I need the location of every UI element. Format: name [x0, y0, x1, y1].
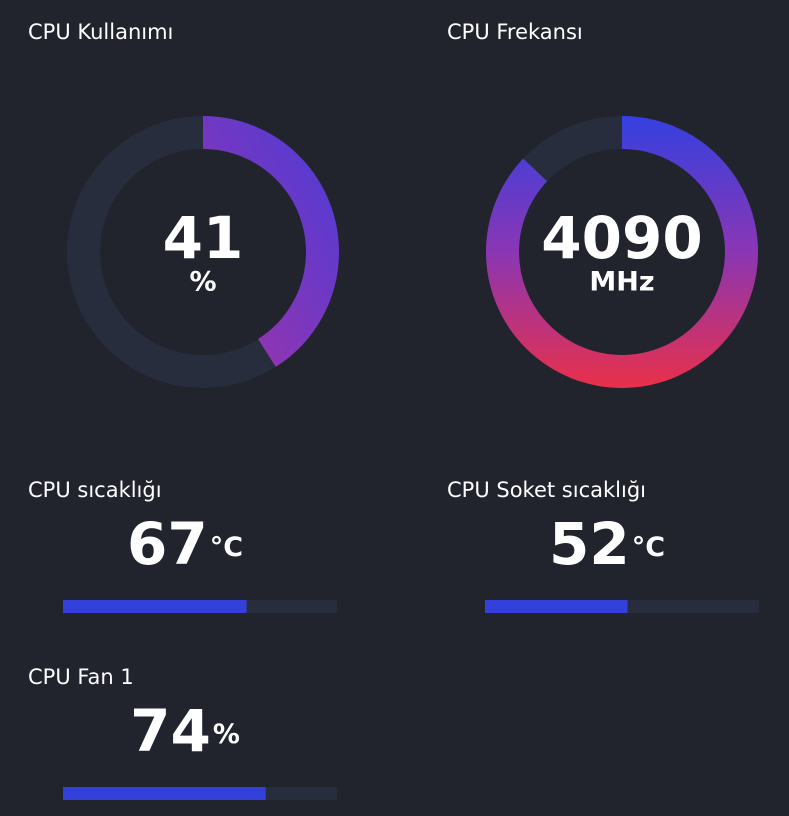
bar-unit: % — [213, 719, 240, 750]
gauge-title: CPU Kullanımı — [28, 20, 173, 44]
gauge-arc — [486, 116, 758, 388]
gauge-title: CPU Frekansı — [447, 20, 583, 44]
gauge-value: 41 — [163, 204, 244, 272]
gauge-arc — [67, 116, 339, 388]
bar-fill — [63, 787, 266, 800]
bar-fill — [63, 600, 247, 613]
gauge-value: 4090 — [541, 204, 702, 272]
bar-reading: 74% — [130, 697, 240, 765]
bar-reading: 52°C — [549, 510, 665, 578]
bar-value: 74 — [130, 697, 211, 765]
bar-value: 52 — [549, 510, 630, 578]
bar-title: CPU sıcaklığı — [28, 478, 162, 502]
bar-title: CPU Fan 1 — [28, 665, 134, 689]
bar-value: 67 — [127, 510, 208, 578]
bar-unit: °C — [210, 532, 243, 563]
gauge-unit: MHz — [589, 267, 654, 298]
gauge-unit: % — [189, 267, 216, 298]
bar-unit: °C — [632, 532, 665, 563]
bar-title: CPU Soket sıcaklığı — [447, 478, 646, 502]
bar-reading: 67°C — [127, 510, 243, 578]
bar-fill — [485, 600, 628, 613]
